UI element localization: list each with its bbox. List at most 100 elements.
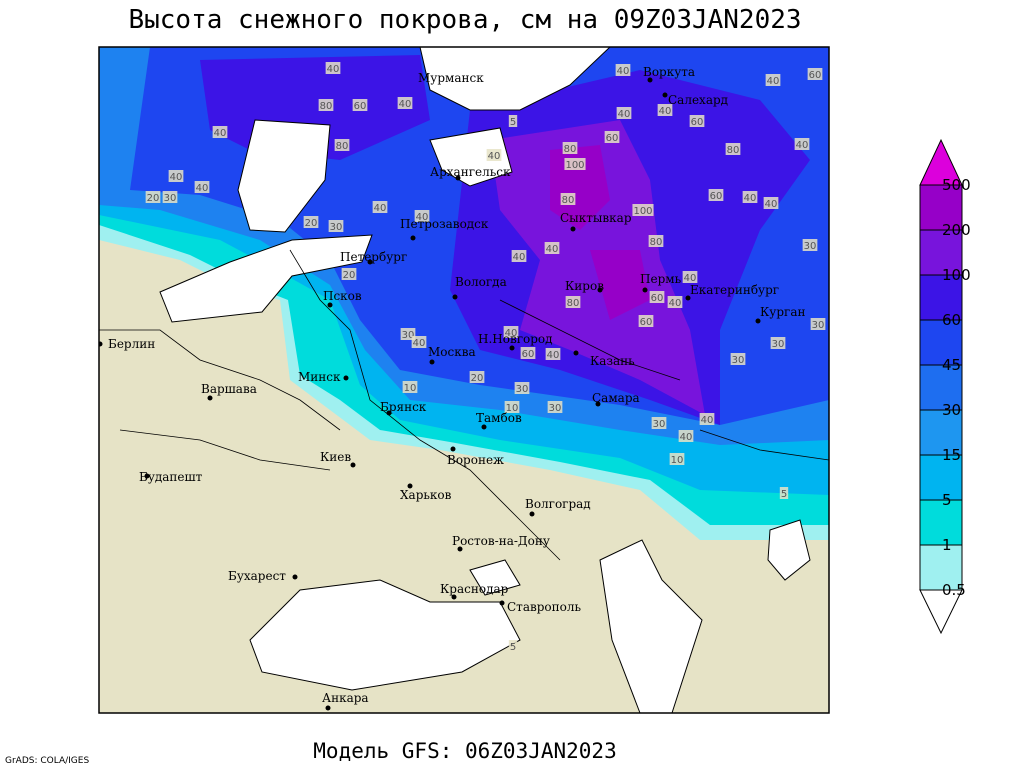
contour-label: 10 <box>402 381 418 394</box>
contour-label-box <box>779 487 789 499</box>
contour-label: 100 <box>564 158 586 171</box>
city-dot <box>350 462 356 468</box>
contour-label: 80 <box>565 296 581 309</box>
contour-label-text: 20 <box>471 373 484 384</box>
contour-label-box <box>504 401 520 413</box>
city-label: Бухарест <box>228 569 286 583</box>
contour-label-text: 60 <box>640 317 653 328</box>
contour-label-text: 80 <box>320 101 333 112</box>
contour-label-text: 40 <box>701 415 714 426</box>
contour-label-box <box>615 64 631 76</box>
contour-label: 30 <box>547 401 563 414</box>
city-dot <box>573 350 579 356</box>
legend-label: 15 <box>942 446 961 464</box>
contour-label-box <box>503 326 519 338</box>
city-label: Сыктывкар <box>560 211 632 225</box>
city-dot <box>647 77 653 83</box>
contour-label: 30 <box>514 382 530 395</box>
city-label: Салехард <box>668 93 728 107</box>
borders <box>99 249 829 561</box>
city-dot <box>595 401 601 407</box>
city-label: Екатеринбург <box>690 283 779 297</box>
contour-label: 40 <box>411 336 427 349</box>
contour-label-box <box>318 99 334 111</box>
legend-label: 100 <box>942 266 971 284</box>
contour-label: 40 <box>615 64 631 77</box>
contour-label: 30 <box>802 239 818 252</box>
city-label: Самара <box>592 391 640 405</box>
contour-label-text: 5 <box>510 117 516 128</box>
city-dot <box>343 375 349 381</box>
contour-label-box <box>604 131 620 143</box>
contour-label-text: 80 <box>650 237 663 248</box>
contour-label-text: 80 <box>562 195 575 206</box>
city-dot <box>327 302 333 308</box>
city-dot <box>207 395 213 401</box>
contour-label: 80 <box>334 139 350 152</box>
contour-label-text: 80 <box>727 145 740 156</box>
city-dot <box>367 259 373 265</box>
contour-label-box <box>807 68 823 80</box>
contour-label-box <box>352 99 368 111</box>
contour-label-text: 40 <box>659 106 672 117</box>
city-label: Пермь <box>640 272 682 286</box>
contour-label-text: 40 <box>413 338 426 349</box>
contour-label-box <box>520 347 536 359</box>
city-dot <box>597 287 603 293</box>
city-label: Будапешт <box>139 470 203 484</box>
contour-label-text: 40 <box>214 128 227 139</box>
contour-label-box <box>303 216 319 228</box>
contour-label-box <box>725 143 741 155</box>
contour-label: 40 <box>545 348 561 361</box>
contour-label: 40 <box>372 201 388 214</box>
snow-zone <box>550 145 650 320</box>
contour-label-box <box>414 210 430 222</box>
contour-label-box <box>547 401 563 413</box>
contour-label-text: 10 <box>671 455 684 466</box>
contour-label: 60 <box>520 347 536 360</box>
contour-label-box <box>770 337 786 349</box>
contour-label: 80 <box>318 99 334 112</box>
city-dot <box>407 483 413 489</box>
contour-label-text: 40 <box>765 199 778 210</box>
contour-label-text: 100 <box>565 160 584 171</box>
city-dot <box>144 473 150 479</box>
model-caption: Модель GFS: 06Z03JAN2023 <box>313 739 616 763</box>
city-dot <box>429 359 435 365</box>
contour-label: 5 <box>508 115 518 128</box>
contour-label-text: 20 <box>147 193 160 204</box>
contour-label: 40 <box>212 126 228 139</box>
contour-label-box <box>397 97 413 109</box>
contour-label: 20 <box>469 371 485 384</box>
contour-label-box <box>802 239 818 251</box>
contour-label: 80 <box>725 143 741 156</box>
contour-label: 40 <box>616 107 632 120</box>
contour-label-text: 30 <box>653 419 666 430</box>
legend-label: 0.5 <box>942 581 966 599</box>
contour-label-text: 60 <box>691 117 704 128</box>
contour-label: 40 <box>414 210 430 223</box>
contour-label-box <box>638 315 654 327</box>
contour-label-text: 60 <box>354 101 367 112</box>
contour-label: 80 <box>648 235 664 248</box>
contour-label-box <box>682 271 698 283</box>
city-dot <box>685 295 691 301</box>
contour-label: 20 <box>145 191 161 204</box>
contour-label: 40 <box>742 191 758 204</box>
city-label: Воронеж <box>447 453 504 467</box>
contour-label-box <box>212 126 228 138</box>
contour-label: 30 <box>810 318 826 331</box>
contour-label: 40 <box>765 74 781 87</box>
contour-label-text: 60 <box>809 70 822 81</box>
city-dot <box>452 294 458 300</box>
contour-label: 30 <box>162 191 178 204</box>
contour-label: 60 <box>708 189 724 202</box>
contour-label: 40 <box>657 104 673 117</box>
contour-label: 60 <box>689 115 705 128</box>
contour-label: 40 <box>194 181 210 194</box>
contour-label-text: 40 <box>513 252 526 263</box>
contour-label: 10 <box>504 401 520 414</box>
contour-label-text: 5 <box>510 642 516 653</box>
contour-label-box <box>168 170 184 182</box>
